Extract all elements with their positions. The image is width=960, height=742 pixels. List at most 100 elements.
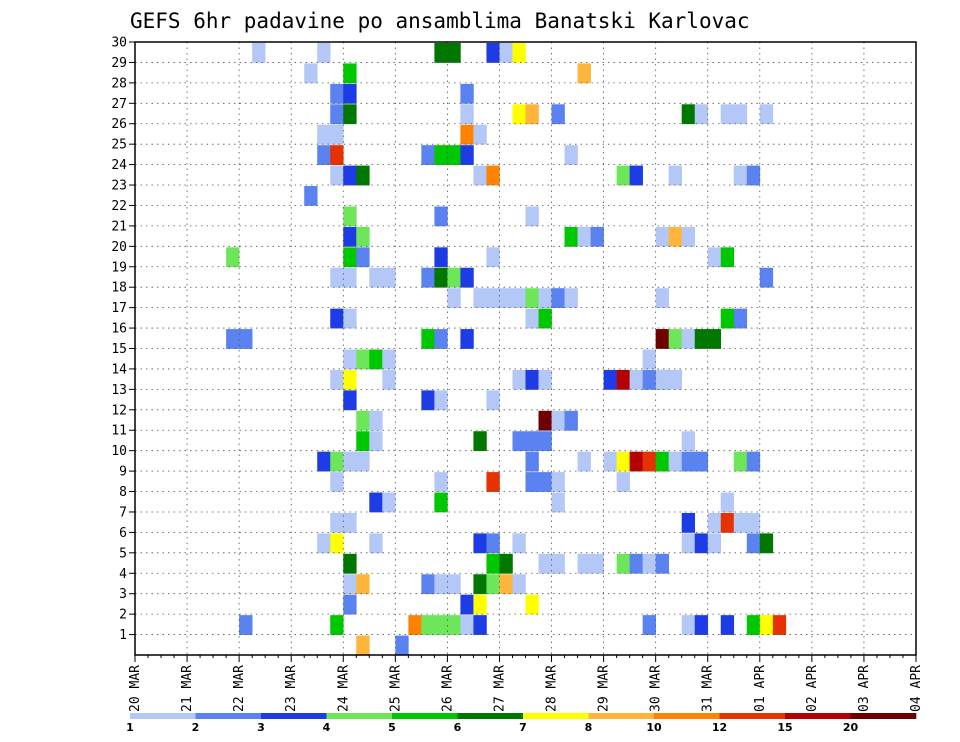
heatmap-cell — [434, 492, 448, 513]
heatmap-cell — [330, 615, 344, 635]
heatmap-cell — [408, 615, 422, 635]
heatmap-cell — [746, 533, 761, 554]
heatmap-cell — [330, 472, 344, 492]
heatmap-cell — [499, 288, 513, 309]
heatmap-cell — [473, 574, 487, 595]
heatmap-cell — [733, 512, 748, 533]
color-legend: 1 2 3 4 5 6 7 8 10 12 15 20 — [126, 713, 917, 734]
legend-label: 8 — [585, 721, 593, 734]
heatmap-cell — [616, 369, 630, 390]
heatmap-cell — [356, 410, 370, 431]
heatmap-cell — [343, 512, 357, 533]
heatmap-cell — [382, 492, 396, 513]
heatmap-cell — [694, 533, 709, 554]
heatmap-cell — [369, 349, 383, 370]
legend-label: 20 — [843, 721, 859, 734]
heatmap-cell — [382, 349, 396, 370]
heatmap-cell — [512, 104, 526, 125]
heatmap-cell — [343, 308, 357, 329]
heatmap-cell — [525, 594, 539, 615]
heatmap-cell — [382, 267, 396, 288]
heatmap-cell — [330, 451, 344, 472]
heatmap-cell — [460, 145, 474, 165]
x-tick-label: 01 APR — [753, 665, 768, 712]
heatmap-cell — [343, 349, 357, 370]
heatmap-cell — [499, 553, 513, 574]
y-tick-label: 18 — [111, 281, 127, 296]
heatmap-cell — [473, 431, 487, 452]
heatmap-cell — [447, 615, 461, 635]
y-tick-label: 6 — [119, 526, 127, 541]
heatmap-cell — [538, 553, 552, 574]
heatmap-cell — [343, 553, 357, 574]
heatmap-cell — [642, 349, 656, 370]
heatmap-cell — [707, 533, 722, 554]
heatmap-cell — [343, 83, 357, 104]
heatmap-cell — [668, 329, 682, 349]
heatmap-cell — [681, 104, 696, 125]
heatmap-cell — [499, 574, 513, 595]
x-tick-label: 03 APR — [857, 665, 872, 712]
heatmap-cell — [330, 512, 344, 533]
y-tick-label: 3 — [119, 587, 127, 602]
y-tick-label: 7 — [119, 505, 127, 520]
heatmap-cell — [343, 226, 357, 247]
legend-label: 5 — [388, 721, 396, 734]
heatmap-cell — [694, 104, 709, 125]
heatmap-cell — [681, 533, 696, 554]
heatmap-cell — [525, 451, 539, 472]
heatmap-cell — [616, 553, 630, 574]
heatmap-cell — [239, 615, 253, 635]
heatmap-cell — [434, 267, 448, 288]
heatmap-cells — [226, 43, 787, 656]
heatmap-cell — [525, 288, 539, 309]
heatmap-cell — [603, 369, 617, 390]
heatmap-cell — [525, 472, 539, 492]
heatmap-cell — [343, 267, 357, 288]
heatmap-cell — [460, 104, 474, 125]
heatmap-cell — [486, 43, 500, 63]
heatmap-cell — [356, 635, 370, 656]
legend-label: 6 — [454, 721, 462, 734]
grid-lines — [135, 42, 916, 655]
heatmap-cell — [551, 104, 565, 125]
legend-label: 12 — [712, 721, 727, 734]
heatmap-cell — [694, 329, 709, 349]
heatmap-cell — [434, 247, 448, 268]
heatmap-cell — [486, 472, 500, 492]
x-tick-label: 25 MAR — [388, 665, 403, 712]
heatmap-cell — [317, 451, 331, 472]
heatmap-cell — [434, 43, 448, 63]
y-tick-label: 1 — [119, 628, 127, 643]
heatmap-cell — [317, 124, 331, 145]
y-tick-label: 11 — [111, 424, 127, 439]
x-tick-label: 24 MAR — [336, 665, 351, 712]
heatmap-cell — [681, 226, 696, 247]
y-tick-label: 28 — [111, 76, 127, 91]
heatmap-cell — [330, 124, 344, 145]
heatmap-cell — [551, 472, 565, 492]
heatmap-cell — [460, 594, 474, 615]
heatmap-cell — [629, 369, 643, 390]
y-tick-label: 15 — [111, 342, 127, 357]
heatmap-cell — [681, 329, 696, 349]
legend-label: 3 — [257, 721, 265, 734]
heatmap-cell — [668, 226, 682, 247]
heatmap-cell — [733, 165, 748, 186]
heatmap-cell — [421, 390, 435, 411]
heatmap-cell — [538, 410, 552, 431]
heatmap-cell — [733, 104, 748, 125]
heatmap-cell — [512, 574, 526, 595]
heatmap-cell — [746, 512, 761, 533]
heatmap-cell — [564, 226, 578, 247]
y-tick-label: 27 — [111, 97, 127, 112]
y-tick-label: 21 — [111, 219, 127, 234]
heatmap-cell — [330, 267, 344, 288]
heatmap-cell — [486, 247, 500, 268]
y-tick-label: 26 — [111, 117, 127, 132]
heatmap-cell — [681, 615, 696, 635]
heatmap-cell — [538, 308, 552, 329]
heatmap-cell — [499, 43, 513, 63]
heatmap-cell — [551, 288, 565, 309]
heatmap-cell — [473, 615, 487, 635]
